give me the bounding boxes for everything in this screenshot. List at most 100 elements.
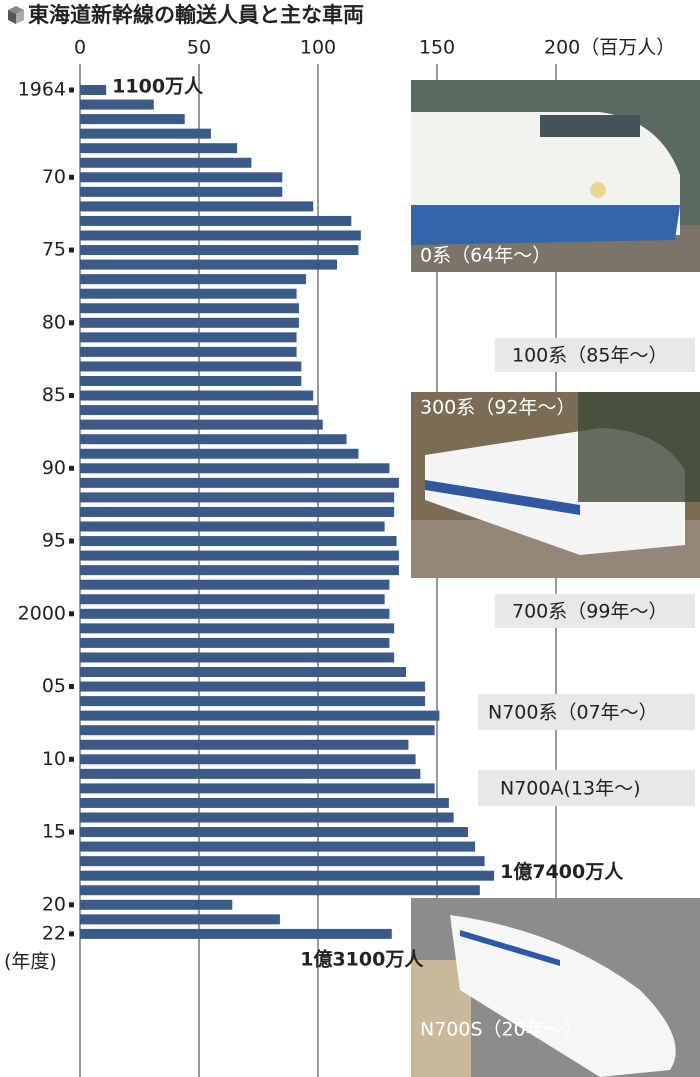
y-tick-label: 1964 (18, 79, 66, 101)
bar (80, 812, 454, 823)
bar (80, 928, 392, 939)
y-tick-label: 15 (42, 821, 66, 843)
y-tick-label: 95 (42, 530, 66, 552)
vehicle-caption: 700系（99年～） (512, 601, 667, 623)
y-tick-label: 10 (42, 748, 66, 770)
bar (80, 696, 426, 707)
bar (80, 899, 233, 910)
bar (80, 623, 395, 634)
bar (80, 754, 416, 765)
bar (80, 332, 297, 343)
bar (80, 274, 307, 285)
x-tick-label: 200（百万人） (544, 37, 675, 59)
bar (80, 783, 435, 794)
bar (80, 652, 395, 663)
bar (80, 768, 421, 779)
vehicle-caption: N700A(13年～) (500, 778, 640, 800)
y-tick-label: 70 (42, 166, 66, 188)
y-tick-label: 05 (42, 675, 66, 697)
bar (80, 434, 347, 445)
y-tick-mark (69, 931, 74, 937)
bar (80, 594, 385, 605)
bar (80, 215, 352, 226)
bar (80, 667, 407, 677)
bar (80, 681, 426, 692)
bar (80, 85, 107, 95)
vehicle-caption: N700S（20年～） (420, 1019, 583, 1041)
value-label: 1億3100万人 (300, 947, 424, 970)
bar (80, 914, 280, 925)
bar (80, 405, 318, 416)
y-tick-label: 22 (42, 922, 66, 944)
bar (80, 739, 409, 750)
bar (80, 841, 476, 852)
bar (80, 463, 390, 474)
bar (80, 477, 399, 488)
bar (80, 303, 299, 314)
bar (80, 579, 390, 590)
bar (80, 143, 238, 154)
y-tick-label: 75 (42, 239, 66, 261)
y-tick-mark (69, 684, 74, 690)
y-tick-mark (69, 902, 74, 908)
x-tick-label: 0 (74, 37, 86, 59)
bar (80, 201, 314, 212)
y-tick-mark (69, 393, 74, 399)
y-tick-mark (69, 538, 74, 544)
x-tick-label: 100 (300, 37, 336, 59)
x-tick-label: 50 (187, 37, 211, 59)
bar (80, 827, 468, 838)
bar (80, 797, 449, 808)
y-tick-mark (69, 829, 74, 835)
vehicle-caption: 100系（85年～） (512, 345, 667, 367)
y-tick-mark (69, 247, 74, 253)
y-tick-mark (69, 174, 74, 180)
photo-300-series (411, 392, 700, 578)
vehicle-caption: 0系（64年～） (420, 245, 551, 267)
bar (80, 114, 185, 125)
bar (80, 885, 480, 896)
caption-boxes (478, 338, 695, 806)
value-label: 1100万人 (112, 76, 204, 98)
bar (80, 259, 338, 270)
bar (80, 492, 395, 503)
bar (80, 186, 283, 197)
y-tick-mark (69, 87, 74, 93)
bar (80, 230, 361, 241)
bar (80, 390, 314, 401)
bar (80, 565, 399, 576)
y-tick-label: 85 (42, 384, 66, 406)
bar (80, 361, 302, 372)
bar (80, 419, 323, 430)
bar (80, 637, 390, 648)
bar (80, 448, 359, 459)
bar (80, 608, 390, 619)
bar (80, 288, 297, 299)
y-tick-mark (69, 756, 74, 762)
value-label: 1億7400万人 (500, 860, 624, 883)
bar (80, 99, 154, 110)
chart-title: 東海道新幹線の輸送人員と主な車両 (28, 3, 364, 27)
title-icon (8, 6, 24, 24)
photo-n700s (411, 898, 700, 1077)
bar (80, 376, 302, 386)
vehicle-caption: 300系（92年～） (420, 397, 575, 419)
y-tick-label: 2000 (18, 602, 66, 624)
y-tick-label: 90 (42, 457, 66, 479)
bar (80, 550, 399, 561)
bar (80, 128, 211, 139)
bar (80, 172, 283, 183)
bar (80, 506, 395, 517)
bar (80, 245, 359, 256)
x-tick-label: 150 (419, 37, 455, 59)
bar (80, 157, 252, 168)
vehicle-caption: N700系（07年～） (488, 702, 658, 724)
bar (80, 710, 440, 721)
bar (80, 870, 495, 881)
bar (80, 536, 397, 547)
bar (80, 521, 385, 532)
y-tick-label: 20 (42, 893, 66, 915)
bar (80, 317, 299, 328)
bar (80, 725, 435, 736)
